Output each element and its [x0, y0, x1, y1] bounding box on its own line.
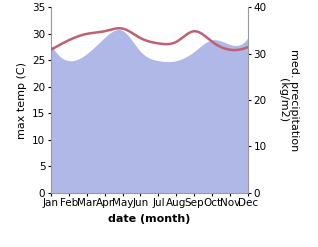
X-axis label: date (month): date (month): [108, 214, 191, 224]
Y-axis label: med. precipitation
(kg/m2): med. precipitation (kg/m2): [278, 49, 300, 151]
Y-axis label: max temp (C): max temp (C): [17, 62, 26, 139]
